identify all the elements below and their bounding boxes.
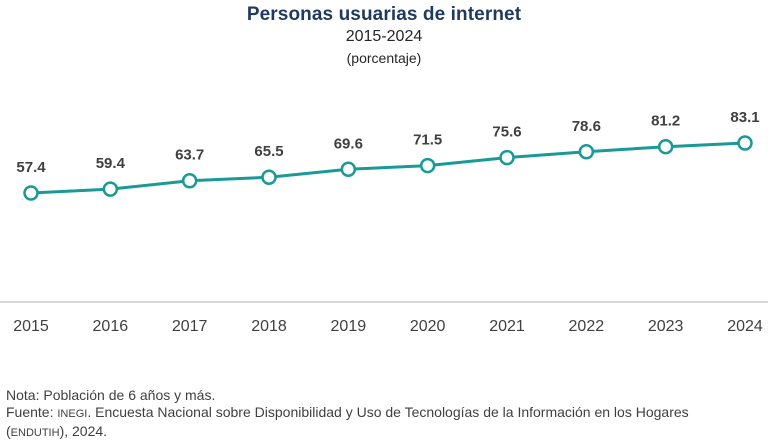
data-label: 75.6 (492, 124, 521, 141)
source-survey: ENDUTIH (10, 427, 60, 439)
x-tick-label: 2015 (13, 318, 49, 335)
x-tick-label: 2023 (648, 318, 684, 335)
data-label: 65.5 (254, 143, 283, 160)
data-label: 69.6 (334, 135, 363, 152)
data-point (737, 135, 753, 151)
data-label: 71.5 (413, 132, 442, 149)
data-point (578, 144, 595, 160)
data-point (499, 149, 515, 166)
x-tick-label: 2016 (93, 318, 129, 335)
x-tick-label: 2022 (569, 318, 605, 335)
x-tick-label: 2017 (172, 318, 208, 335)
source-paren-open: ( (6, 423, 11, 439)
data-point (261, 169, 277, 185)
chart-notes: Nota: Población de 6 años y más. Fuente:… (6, 387, 766, 442)
source-end: ), 2024. (59, 423, 108, 439)
x-tick-label: 2020 (410, 318, 446, 335)
series-line (30, 141, 746, 195)
data-point (340, 161, 357, 178)
data-label: 63.7 (175, 147, 204, 164)
x-tick-label: 2021 (489, 318, 525, 335)
data-label: 78.6 (572, 118, 601, 135)
x-tick-label: 2019 (331, 318, 367, 335)
data-label: 57.4 (16, 159, 46, 176)
data-point (181, 172, 198, 189)
data-label: 83.1 (730, 109, 759, 126)
note-line: Nota: Población de 6 años y más. (6, 387, 216, 403)
data-label: 59.4 (96, 155, 126, 172)
source-line: Fuente: INEGI. Encuesta Nacional sobre D… (6, 404, 766, 423)
x-tick-label: 2024 (727, 318, 763, 335)
source-org: INEGI (57, 408, 88, 420)
data-point (23, 185, 39, 201)
chart-subtitle: 2015-2024 (345, 28, 423, 45)
line-chart: 57.4 2015 59.4 2016 63.7 2017 65.5 2018 69.6 2019… (0, 109, 768, 335)
source-prefix: Fuente: (6, 404, 58, 420)
data-point (657, 138, 674, 155)
source-line-2: (ENDUTIH), 2024. (6, 423, 766, 442)
chart-units: (porcentaje) (346, 50, 422, 66)
x-tick-label: 2018 (251, 318, 287, 335)
data-point (102, 181, 119, 197)
data-label: 81.2 (651, 113, 680, 130)
data-point (419, 157, 436, 174)
chart-title: Personas usuarias de internet (246, 4, 522, 25)
source-text: . Encuesta Nacional sobre Disponibilidad… (87, 404, 689, 420)
